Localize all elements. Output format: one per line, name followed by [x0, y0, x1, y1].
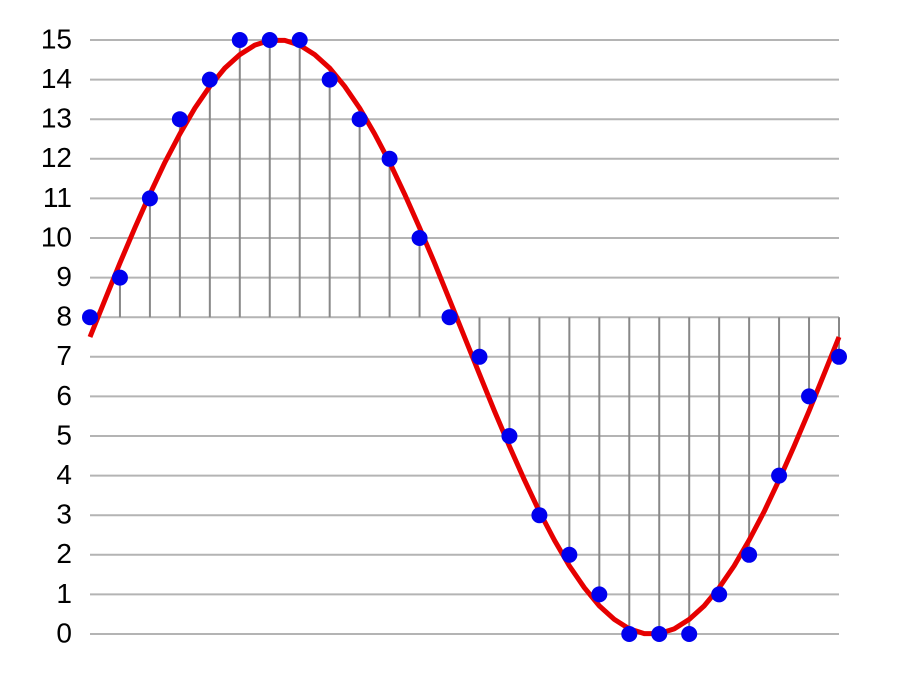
sample-dot	[501, 428, 518, 444]
sample-dot	[441, 309, 458, 326]
sample-dot	[801, 388, 818, 405]
sample-dot	[741, 546, 758, 563]
sample-dot	[141, 190, 158, 207]
sample-dot	[261, 32, 278, 48]
y-tick-label: 6	[56, 380, 72, 411]
sample-dot	[681, 626, 698, 642]
sample-dot	[471, 348, 488, 365]
sample-dot	[231, 32, 248, 48]
y-tick-label: 7	[56, 340, 72, 371]
sample-dot	[711, 586, 728, 603]
sample-dot	[771, 467, 788, 484]
y-tick-label: 3	[56, 499, 72, 530]
y-tick-label: 0	[56, 617, 72, 648]
sample-dot	[561, 546, 578, 563]
sample-dot	[591, 586, 608, 603]
sample-dot	[381, 150, 398, 167]
y-tick-label: 8	[56, 301, 72, 332]
sample-dot	[171, 111, 188, 128]
y-tick-label: 9	[56, 261, 72, 292]
dots	[82, 32, 847, 642]
y-tick-label: 15	[41, 23, 72, 54]
grid	[90, 39, 839, 635]
sample-dot	[201, 71, 218, 88]
y-tick-label: 4	[56, 459, 72, 490]
curve	[87, 37, 842, 637]
sample-dot	[531, 507, 548, 524]
y-tick-label: 5	[56, 419, 72, 450]
sample-dot	[411, 230, 428, 246]
sample-dot	[351, 111, 368, 128]
sample-dot	[651, 626, 668, 642]
sample-dot	[321, 71, 338, 88]
y-tick-label: 12	[41, 142, 72, 173]
y-tick-label: 2	[56, 538, 72, 569]
stems	[118, 40, 840, 634]
sample-dot	[111, 269, 128, 286]
sample-dot	[82, 309, 98, 326]
y-tick-label: 10	[41, 221, 72, 252]
signal-line	[87, 37, 842, 637]
sample-dot	[291, 32, 308, 48]
sample-dot	[831, 348, 847, 365]
y-tick-label: 1	[56, 578, 72, 609]
sample-dot	[621, 626, 638, 642]
y-tick-label: 13	[41, 103, 72, 134]
y-tick-label: 14	[41, 63, 72, 94]
y-tick-label: 11	[43, 182, 72, 213]
